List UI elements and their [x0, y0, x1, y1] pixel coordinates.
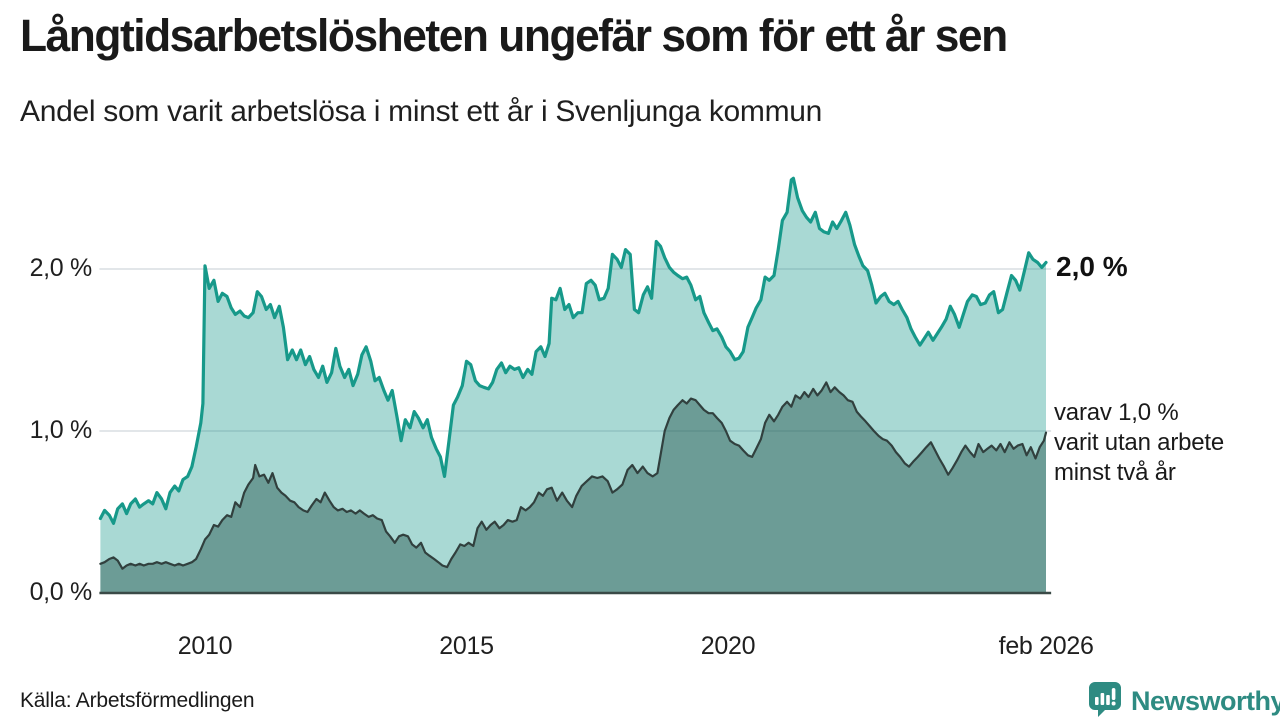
annotation-line: minst två år	[1054, 459, 1176, 486]
series-line-min-two-years	[99, 381, 1048, 570]
x-axis-tick-label: 2020	[700, 632, 756, 660]
series-area-min-two-years	[100, 382, 1046, 593]
y-axis-tick-label: 1,0 %	[29, 416, 93, 444]
secondary-series-annotation: varav 1,0 % varit utan arbete minst två …	[1054, 398, 1224, 488]
x-axis-tick-label: 2010	[177, 632, 233, 660]
series-area-min-one-year	[100, 178, 1046, 594]
page-subtitle: Andel som varit arbetslösa i minst ett å…	[20, 95, 823, 128]
y-axis-tick-label: 2,0 %	[29, 254, 93, 282]
newsworthy-logo: Newsworthy	[1086, 680, 1280, 720]
annotation-line: varit utan arbete	[1054, 429, 1225, 456]
x-axis-tick-label: feb 2026	[998, 632, 1094, 660]
source-note: Källa: Arbetsförmedlingen	[20, 689, 255, 712]
newsworthy-wordmark: Newsworthy	[1131, 686, 1280, 716]
series-line-min-one-year	[98, 176, 1048, 525]
annotation-line: varav 1,0 %	[1054, 399, 1179, 426]
page-title: Långtidsarbetslösheten ungefär som för e…	[20, 10, 1008, 61]
x-axis-tick-label: 2015	[439, 632, 494, 660]
latest-value-label: 2,0 %	[1056, 251, 1128, 282]
y-axis-tick-label: 0,0 %	[29, 578, 93, 606]
newsworthy-speech-bubble-bar-chart-icon	[1086, 680, 1124, 720]
